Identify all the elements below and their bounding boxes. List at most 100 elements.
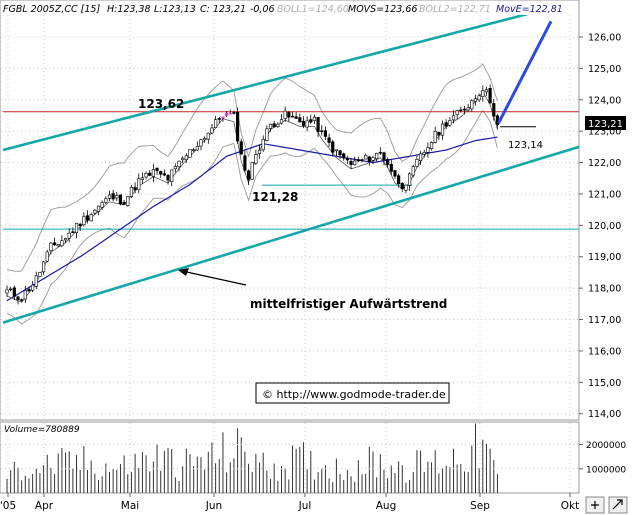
candle-body [440, 123, 445, 136]
candle-body [225, 112, 229, 116]
candle-body [422, 152, 426, 155]
header-bar [1, 1, 561, 15]
y-tick-label: 120,00 [588, 221, 621, 232]
candle-body [16, 296, 20, 301]
candle-body [217, 118, 221, 120]
candle-body [268, 123, 273, 129]
candle-body [378, 151, 382, 154]
y-tick-label: 121,00 [588, 189, 621, 200]
candle-body [235, 111, 240, 142]
y-tick-label: 124,00 [588, 95, 621, 106]
y-tick-label: 117,00 [588, 315, 621, 326]
volume-axis-ticks: 2000000 1000000 [1, 441, 626, 475]
candle-body [137, 178, 141, 191]
time-axis-ticks: '05 Apr Mai Jun Jul Aug Sep Okt [0, 493, 579, 512]
candle-body [199, 139, 203, 147]
candle-body [133, 187, 137, 191]
candle-body [155, 167, 159, 172]
candle-body [9, 288, 13, 291]
support-value-label: 123,14 [508, 140, 543, 151]
candle-body [239, 141, 243, 155]
candle-body [181, 157, 185, 161]
candle-body [166, 175, 170, 181]
candle-body [188, 148, 192, 158]
candle-body [151, 169, 156, 177]
candle-body [371, 157, 375, 161]
y-tick-label: 116,00 [588, 346, 621, 357]
x-tick-label: '05 [0, 500, 16, 512]
candle-body [382, 152, 386, 161]
trend-label: mittelfristiger Aufwärtstrend [250, 297, 447, 311]
candle-body [144, 173, 148, 178]
candle-body [261, 139, 265, 151]
candle-body [407, 173, 412, 186]
header-close: C: 123,21 [200, 4, 246, 15]
candle-body [129, 187, 134, 197]
candle-body [342, 153, 346, 159]
candle-body [12, 287, 16, 297]
candle-body [279, 119, 284, 124]
x-tick-label: Okt [561, 500, 579, 512]
candle-body [481, 90, 485, 97]
candle-body [214, 119, 218, 128]
candle-body [104, 198, 108, 203]
volume-tick-label: 2000000 [586, 441, 626, 451]
last-price-label: 123,21 [588, 119, 623, 130]
candle-body [38, 272, 42, 277]
candle-body [316, 117, 320, 133]
x-tick-label: Aug [376, 500, 397, 512]
candle-body [232, 112, 236, 114]
candle-body [283, 110, 287, 119]
candle-body [56, 244, 60, 247]
y-tick-label: 122,00 [588, 158, 621, 169]
candle-body [429, 142, 434, 149]
candle-body [111, 193, 115, 200]
candle-body [20, 299, 24, 301]
candle-body [5, 289, 9, 294]
last-price-badge [585, 116, 626, 130]
ma-line [6, 136, 498, 302]
candle-body [433, 131, 437, 143]
price-axis-ticks: 126,00 125,00 124,00 123,00 122,00 121,00 120,… [579, 32, 621, 420]
y-tick-label: 118,00 [588, 284, 621, 295]
header-boll2: BOLL2=122,71 [419, 4, 491, 15]
candle-body [115, 195, 119, 199]
candle-body [444, 122, 448, 127]
candle-body [67, 232, 71, 239]
candle-body [118, 194, 123, 205]
header-symbol: FGBL 2005Z,CC [15] [3, 4, 100, 15]
watermark-text: © http://www.godmode-trader.de [262, 388, 446, 401]
y-tick-label: 119,00 [588, 252, 621, 263]
candle-body [331, 141, 335, 153]
candle-body [473, 98, 478, 102]
candle-body [320, 130, 324, 132]
candle-body [192, 149, 196, 151]
candle-body [345, 158, 349, 161]
trend-arrow-shaft [181, 270, 247, 286]
candle-body [448, 120, 452, 126]
candle-body [71, 231, 75, 233]
price-axis-bg [579, 0, 634, 420]
candle-body [78, 223, 82, 227]
candle-body [148, 172, 152, 176]
candle-body [459, 109, 463, 112]
candle-body [107, 194, 112, 199]
x-tick-label: Mai [121, 500, 139, 512]
x-tick-label: Jul [298, 500, 312, 512]
candle-body [23, 290, 27, 300]
plus-icon [591, 501, 599, 509]
candle-body [254, 154, 258, 164]
y-tick-label: 123,00 [588, 127, 621, 138]
candle-body [312, 116, 317, 122]
y-tick-label: 115,00 [588, 378, 621, 389]
candle-body [210, 127, 214, 134]
candle-body [276, 123, 280, 127]
y-tick-label: 126,00 [588, 32, 621, 43]
candle-body [250, 162, 254, 180]
candle-body [162, 173, 166, 176]
candle-body [34, 275, 38, 287]
candle-body [49, 242, 53, 251]
candle-body [462, 108, 467, 111]
candle-body [353, 160, 357, 166]
